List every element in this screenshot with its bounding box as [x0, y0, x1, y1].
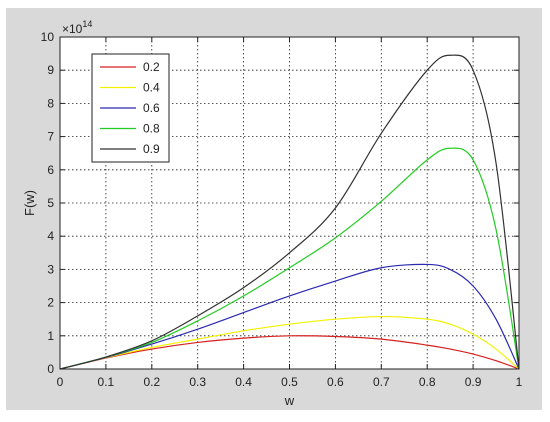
- y-exponent-power: 14: [82, 19, 92, 29]
- legend-label: 0.6: [143, 101, 160, 115]
- y-tick-label: 7: [47, 130, 54, 144]
- y-tick-label: 4: [47, 229, 54, 243]
- x-tick-label: 0.3: [189, 375, 206, 389]
- series-line-0-4: [59, 315, 520, 370]
- y-tick-label: 3: [47, 262, 54, 276]
- y-axis-label: F(w): [22, 190, 37, 216]
- x-tick-label: 0.8: [419, 375, 436, 389]
- y-tick-label: 6: [47, 163, 54, 177]
- x-tick-label: 0.6: [327, 375, 344, 389]
- legend-label: 0.9: [143, 142, 160, 156]
- y-tick-label: 1: [47, 329, 54, 343]
- series-line-0-6: [59, 263, 520, 370]
- y-tick-label: 5: [47, 196, 54, 210]
- y-tick-label: 9: [47, 63, 54, 77]
- x-tick-label: 1: [516, 375, 523, 389]
- y-exponent-label: ×1014: [62, 19, 92, 36]
- x-tick-label: 0.9: [465, 375, 482, 389]
- x-tick-label: 0.5: [281, 375, 298, 389]
- x-axis-label: w: [284, 393, 295, 408]
- y-tick-label: 10: [41, 30, 55, 44]
- legend-label: 0.2: [143, 60, 160, 74]
- y-tick-label: 2: [47, 296, 54, 310]
- x-tick-label: 0.1: [98, 375, 115, 389]
- series-line-0-2: [59, 335, 520, 370]
- y-tick-label: 0: [47, 362, 54, 376]
- series-line-0-8: [59, 147, 520, 370]
- axes-box: [59, 36, 520, 370]
- series-line-0-9: [59, 54, 520, 370]
- legend-label: 0.8: [143, 122, 160, 136]
- legend-label: 0.4: [143, 81, 160, 95]
- x-tick-label: 0.2: [143, 375, 160, 389]
- y-tick-label: 8: [47, 96, 54, 110]
- x-tick-label: 0.4: [235, 375, 252, 389]
- x-tick-label: 0: [57, 375, 64, 389]
- x-tick-label: 0.7: [373, 375, 390, 389]
